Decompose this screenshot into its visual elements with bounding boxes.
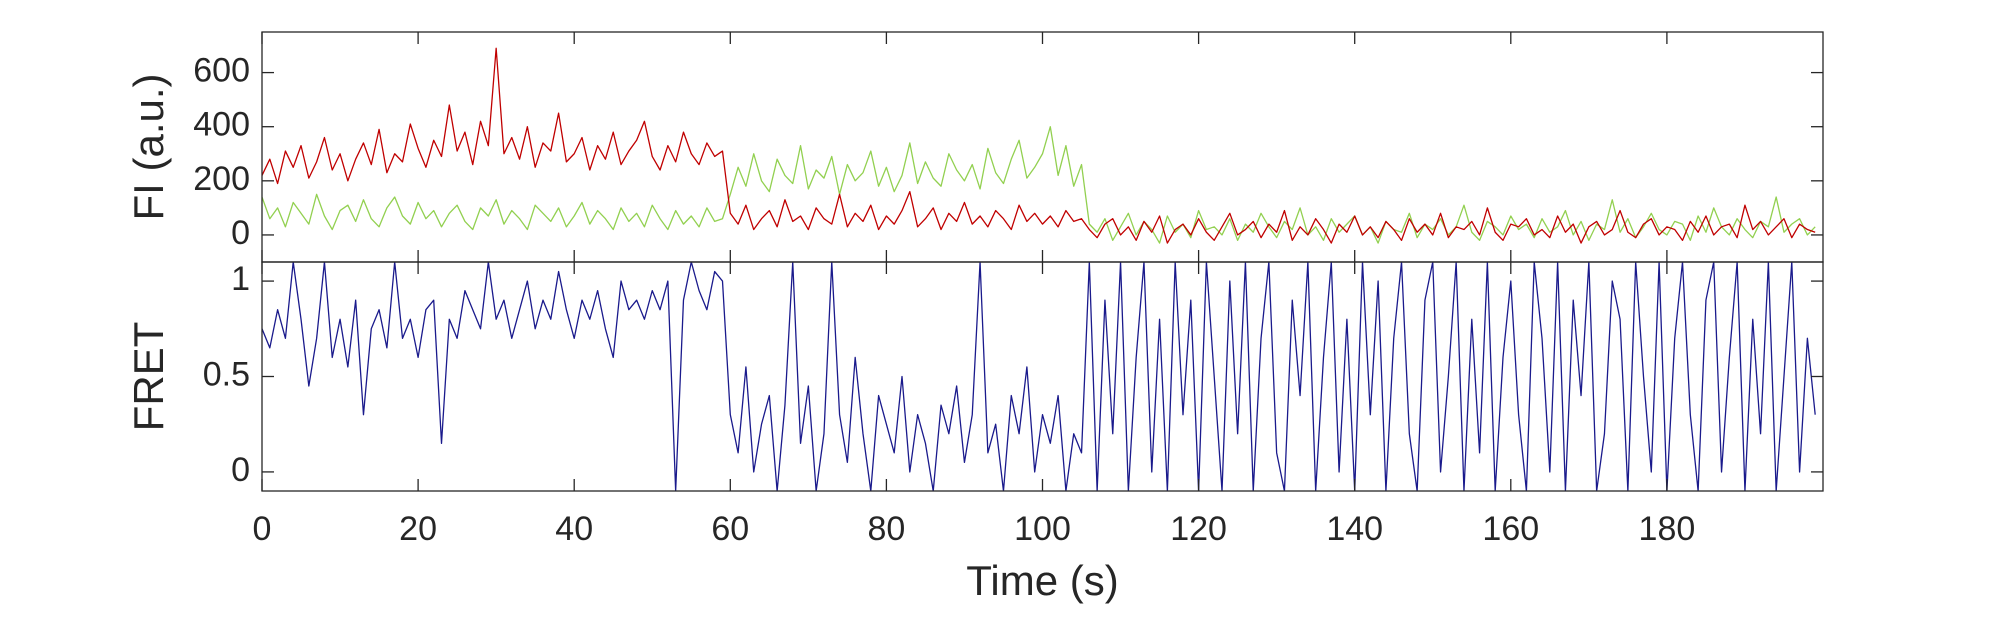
x-tick-label: 80 [867,510,905,548]
x-axis-label: Time (s) [966,557,1118,604]
trace-line [262,47,1816,244]
plot-area [262,262,1816,491]
y-tick-label: 400 [193,106,250,144]
x-tick-label: 100 [1014,510,1071,548]
y-tick-label: 1 [231,260,250,298]
x-tick-label: 140 [1326,510,1383,548]
y-tick-label: 200 [193,160,250,198]
x-tick-label: 180 [1639,510,1696,548]
trace-line [262,262,1816,491]
x-tick-label: 0 [253,510,272,548]
x-tick-label: 20 [399,510,437,548]
plot-area [262,47,1816,244]
x-tick-label: 40 [555,510,593,548]
y-axis-label: FRET [125,322,172,432]
y-tick-label: 600 [193,52,250,90]
x-tick-label: 60 [711,510,749,548]
x-tick-label: 160 [1482,510,1539,548]
y-tick-label: 0.5 [203,355,250,393]
y-tick-label: 0 [231,214,250,252]
x-tick-label: 120 [1170,510,1227,548]
axes-box [261,261,1824,492]
trace-line [262,126,1816,244]
y-axis-label: FI (a.u.) [125,73,172,220]
y-tick-label: 0 [231,451,250,489]
